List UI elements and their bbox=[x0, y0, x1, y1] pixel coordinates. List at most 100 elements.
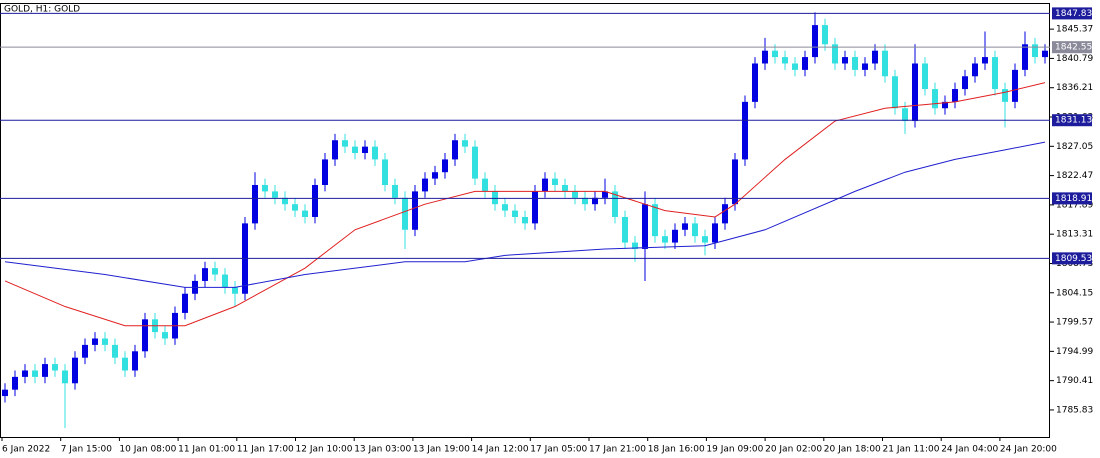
price-level-label: 1831.13 bbox=[1055, 116, 1092, 126]
moving-average bbox=[4, 141, 1046, 288]
candle-body bbox=[992, 57, 998, 90]
candle-body bbox=[882, 50, 888, 77]
candle-body bbox=[132, 351, 138, 371]
y-tick-label: 1817.89 bbox=[1056, 200, 1093, 210]
candle-body bbox=[872, 50, 878, 64]
candle-body bbox=[972, 63, 978, 77]
candle-body bbox=[282, 197, 288, 205]
candle-body bbox=[462, 140, 468, 147]
x-tick-label: 20 Jan 18:00 bbox=[824, 445, 881, 455]
candle-body bbox=[472, 146, 478, 179]
candle-body bbox=[412, 191, 418, 230]
candle-body bbox=[852, 57, 858, 70]
candle-body bbox=[1002, 89, 1008, 102]
moving-average bbox=[4, 82, 1046, 327]
candle-body bbox=[892, 76, 898, 109]
x-tick-label: 21 Jan 11:00 bbox=[883, 445, 940, 455]
candle-body bbox=[962, 76, 968, 90]
candle-body bbox=[1032, 44, 1038, 58]
x-tick-label: 24 Jan 04:00 bbox=[941, 445, 998, 455]
candle-body bbox=[272, 191, 278, 198]
price-level-label: 1818.91 bbox=[1055, 194, 1092, 204]
candle-body bbox=[162, 332, 168, 339]
candle-body bbox=[552, 178, 558, 186]
y-tick-label: 1790.41 bbox=[1056, 376, 1093, 386]
candle-body bbox=[652, 204, 658, 237]
candle-body bbox=[12, 376, 18, 390]
y-tick-label: 1804.15 bbox=[1056, 288, 1093, 298]
candle-body bbox=[982, 57, 988, 64]
candle-body bbox=[222, 274, 228, 288]
x-tick-label: 17 Jan 21:00 bbox=[589, 445, 646, 455]
x-tick-label: 17 Jan 05:00 bbox=[530, 445, 587, 455]
x-tick-label: 6 Jan 2022 bbox=[2, 445, 50, 455]
candle-body bbox=[582, 197, 588, 205]
candle-body bbox=[562, 185, 568, 192]
x-tick-label: 19 Jan 09:00 bbox=[706, 445, 763, 455]
x-tick-label: 11 Jan 01:00 bbox=[178, 445, 235, 455]
candle-body bbox=[422, 178, 428, 192]
candle-body bbox=[1022, 44, 1028, 70]
candle-body bbox=[72, 357, 78, 384]
candle-body bbox=[532, 191, 538, 224]
candle-body bbox=[942, 101, 948, 109]
candle-body bbox=[712, 223, 718, 243]
candle-body bbox=[612, 191, 618, 217]
candle-body bbox=[602, 191, 608, 198]
x-tick-label: 10 Jan 08:00 bbox=[119, 445, 176, 455]
candle-body bbox=[382, 159, 388, 186]
candle-body bbox=[292, 204, 298, 211]
price-level-box bbox=[1052, 7, 1092, 20]
candle-body bbox=[342, 140, 348, 147]
candle-body bbox=[122, 357, 128, 371]
candle-body bbox=[142, 319, 148, 352]
candle-body bbox=[772, 50, 778, 58]
y-tick-label: 1836.21 bbox=[1056, 83, 1093, 93]
y-tick-label: 1799.57 bbox=[1056, 318, 1093, 328]
price-level-label: 1847.83 bbox=[1055, 9, 1092, 19]
candle-body bbox=[792, 63, 798, 70]
candle-body bbox=[732, 159, 738, 205]
candle-body bbox=[112, 344, 118, 358]
candle-body bbox=[832, 44, 838, 64]
x-tick-label: 11 Jan 17:00 bbox=[237, 445, 294, 455]
candle-body bbox=[362, 146, 368, 154]
candle-body bbox=[902, 108, 908, 122]
candle-body bbox=[22, 370, 28, 377]
candle-body bbox=[452, 140, 458, 160]
price-level-label: 1809.53 bbox=[1055, 254, 1092, 264]
x-tick-label: 24 Jan 20:00 bbox=[1000, 445, 1057, 455]
candle-body bbox=[62, 370, 68, 384]
candle-body bbox=[442, 159, 448, 173]
price-level-box bbox=[1052, 252, 1092, 265]
candle-body bbox=[332, 140, 338, 160]
price-level-label: 1842.55 bbox=[1055, 43, 1092, 53]
candle-body bbox=[302, 210, 308, 217]
candle-body bbox=[542, 178, 548, 192]
candle-body bbox=[182, 293, 188, 313]
y-tick-label: 1827.05 bbox=[1056, 142, 1093, 152]
candle-body bbox=[752, 63, 758, 102]
candle-body bbox=[212, 268, 218, 275]
candle-body bbox=[742, 101, 748, 160]
candle-body bbox=[922, 63, 928, 90]
candle-body bbox=[42, 364, 48, 377]
candle-body bbox=[812, 25, 818, 58]
candle-body bbox=[232, 287, 238, 294]
candle-body bbox=[252, 185, 258, 224]
x-tick-label: 13 Jan 03:00 bbox=[354, 445, 411, 455]
candle-body bbox=[632, 242, 638, 249]
candle-body bbox=[372, 146, 378, 160]
x-tick-label: 14 Jan 12:00 bbox=[472, 445, 529, 455]
candle-body bbox=[672, 229, 678, 243]
y-tick-label: 1845.37 bbox=[1056, 25, 1093, 35]
candle-body bbox=[802, 57, 808, 70]
candle-body bbox=[1012, 69, 1018, 102]
price-level-box bbox=[1052, 41, 1092, 54]
candle-body bbox=[512, 210, 518, 217]
candle-body bbox=[82, 344, 88, 358]
candle-body bbox=[432, 172, 438, 179]
y-tick-label: 1794.99 bbox=[1056, 347, 1093, 357]
